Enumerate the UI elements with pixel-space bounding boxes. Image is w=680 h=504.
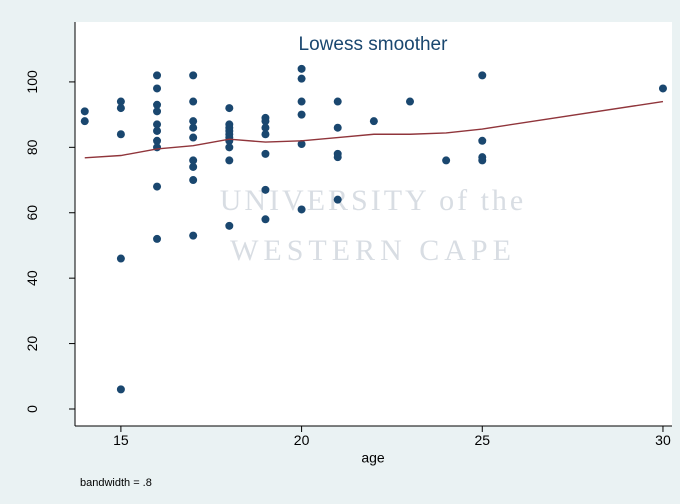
- point: [116, 97, 125, 106]
- y-tick-label: 20: [24, 336, 40, 352]
- point: [225, 104, 234, 113]
- point: [333, 153, 342, 162]
- point: [189, 231, 198, 240]
- watermark-text: UNIVERSITY of the: [220, 184, 527, 217]
- point: [189, 71, 198, 80]
- point: [478, 71, 487, 80]
- point: [153, 136, 162, 145]
- point: [153, 126, 162, 135]
- point: [261, 185, 270, 194]
- point: [189, 176, 198, 185]
- point: [297, 74, 306, 83]
- point: [80, 117, 89, 126]
- point: [297, 64, 306, 73]
- point: [333, 195, 342, 204]
- point: [261, 130, 270, 139]
- point: [189, 117, 198, 126]
- point: [297, 110, 306, 119]
- note: bandwidth = .8: [80, 477, 152, 489]
- x-tick-label: 25: [474, 432, 490, 448]
- point: [478, 156, 487, 165]
- point: [225, 143, 234, 152]
- point: [225, 221, 234, 230]
- point: [153, 182, 162, 191]
- y-tick-label: 60: [24, 205, 40, 221]
- y-tick-label: 80: [24, 139, 40, 155]
- watermark: UNIVERSITY of the WESTERN CAPE: [220, 184, 527, 267]
- point: [189, 123, 198, 132]
- point: [153, 234, 162, 243]
- point: [153, 107, 162, 116]
- point: [297, 205, 306, 214]
- point: [80, 107, 89, 116]
- point: [225, 156, 234, 165]
- point: [116, 254, 125, 263]
- point: [658, 84, 667, 93]
- point: [116, 130, 125, 139]
- x-tick-label: 30: [655, 432, 671, 448]
- point: [478, 136, 487, 145]
- point: [189, 162, 198, 171]
- point: [189, 156, 198, 165]
- point: [189, 97, 198, 106]
- point: [261, 123, 270, 132]
- y-tick-label: 40: [24, 270, 40, 286]
- y-tick-label: 100: [24, 70, 40, 94]
- x-tick-label: 20: [294, 432, 310, 448]
- point: [153, 100, 162, 109]
- point: [189, 133, 198, 142]
- point: [153, 120, 162, 129]
- y-tick-label: 0: [24, 405, 40, 413]
- lowess-line: [84, 100, 664, 159]
- x-axis-label: age: [361, 450, 385, 466]
- point: [405, 97, 414, 106]
- point: [333, 97, 342, 106]
- point: [333, 123, 342, 132]
- watermark-text: WESTERN CAPE: [230, 234, 516, 267]
- point: [116, 385, 125, 394]
- point: [153, 71, 162, 80]
- point: [116, 104, 125, 113]
- point: [442, 156, 451, 165]
- point: [369, 117, 378, 126]
- point: [297, 140, 306, 149]
- point: [297, 97, 306, 106]
- point: [261, 149, 270, 158]
- point: [261, 117, 270, 126]
- point: [261, 215, 270, 224]
- plot-area: [75, 22, 672, 426]
- point: [153, 84, 162, 93]
- x-tick-label: 15: [113, 432, 129, 448]
- chart-title: Lowess smoother: [299, 34, 449, 55]
